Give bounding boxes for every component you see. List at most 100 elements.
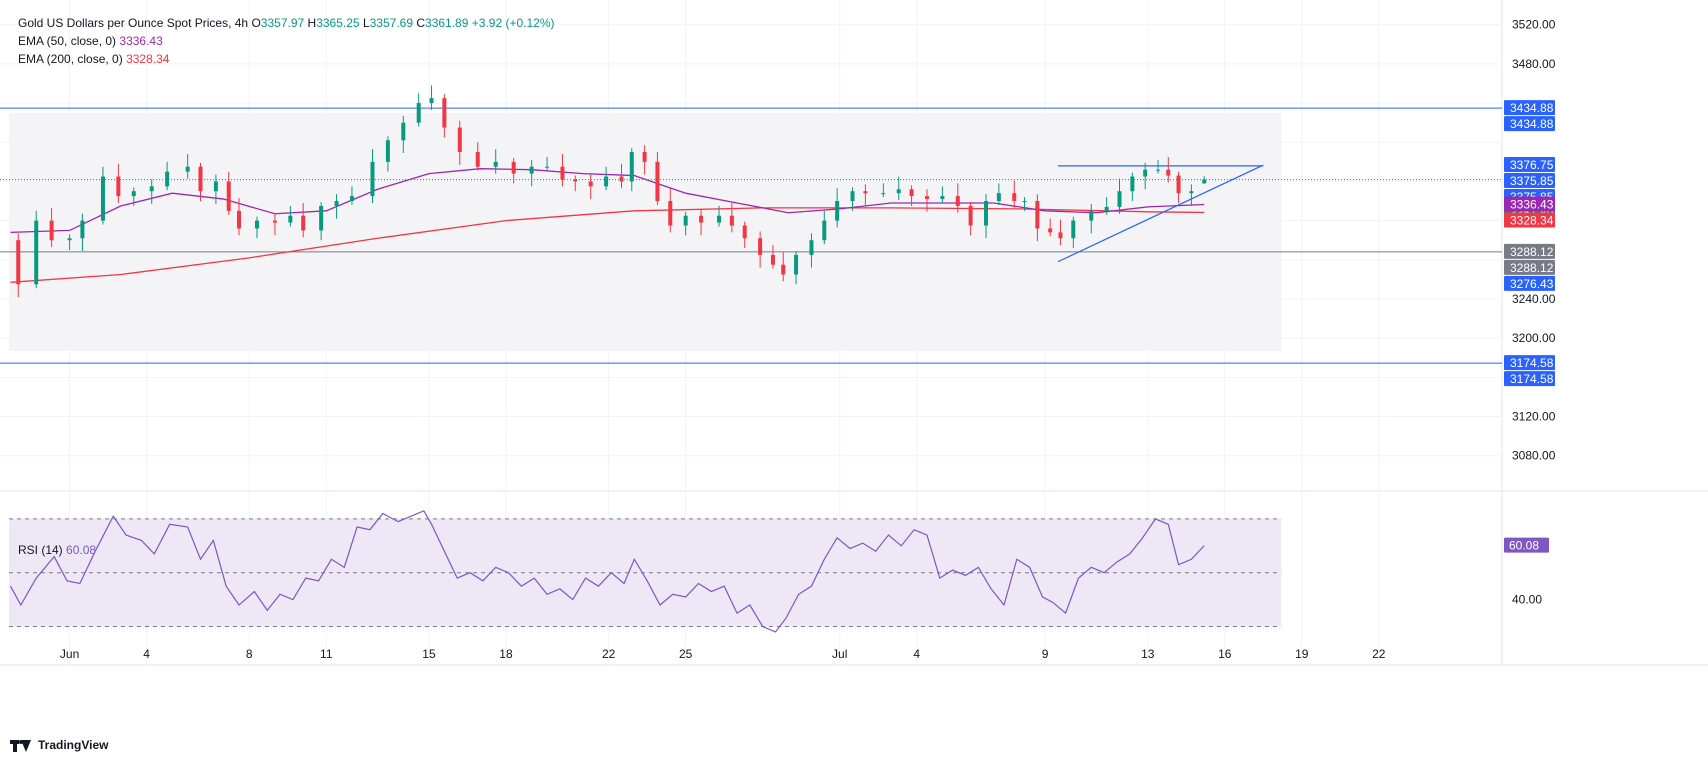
legend-title: Gold US Dollars per Ounce Spot Prices, 4… bbox=[18, 16, 249, 30]
candle-body bbox=[955, 196, 960, 206]
range-box bbox=[9, 112, 1282, 351]
price-label-box bbox=[1504, 371, 1555, 387]
time-axis-tick-label: 13 bbox=[1141, 647, 1155, 661]
candle-body bbox=[642, 152, 647, 162]
price-label-text: 3288.12 bbox=[1510, 245, 1554, 259]
candle-body bbox=[301, 215, 306, 231]
price-label-text: 3336.43 bbox=[1510, 198, 1554, 212]
ascending-trendline bbox=[1057, 164, 1264, 263]
candle-body bbox=[475, 152, 480, 167]
candle-body bbox=[850, 191, 855, 202]
legend-close: 3361.89 bbox=[425, 16, 469, 30]
candle-body bbox=[131, 191, 136, 197]
price-label-text: 3288.12 bbox=[1510, 261, 1554, 275]
candle-body bbox=[416, 103, 421, 123]
candle-body bbox=[1058, 232, 1063, 239]
price-axis-tick-label: 3080.00 bbox=[1512, 449, 1556, 463]
candle-body bbox=[996, 193, 1001, 202]
candle-body bbox=[457, 127, 462, 153]
candle-body bbox=[619, 176, 624, 182]
candle-body bbox=[924, 196, 929, 200]
candle-body bbox=[881, 193, 886, 195]
ema50-legend-label: EMA (50, close, 0) bbox=[18, 34, 117, 48]
time-axis-tick-label: 16 bbox=[1218, 647, 1232, 661]
time-axis-tick-label: 9 bbox=[1042, 647, 1049, 661]
candle-body bbox=[863, 191, 868, 194]
candle-body bbox=[770, 254, 775, 265]
candle-body bbox=[349, 196, 354, 202]
candle-body bbox=[629, 152, 634, 182]
candle-body bbox=[319, 205, 324, 231]
candle-body bbox=[198, 166, 203, 192]
time-axis-tick-label: 22 bbox=[602, 647, 616, 661]
time-axis-tick-label: 22 bbox=[1372, 647, 1386, 661]
rsi-line bbox=[10, 510, 1205, 633]
ema50-legend[interactable]: EMA (50, close, 0) 3336.43 bbox=[18, 34, 163, 48]
candle-body bbox=[655, 161, 660, 202]
candle-body bbox=[49, 220, 54, 241]
price-axis-tick-label: 3240.00 bbox=[1512, 292, 1556, 306]
candle-body bbox=[185, 166, 190, 172]
price-label-box bbox=[1504, 100, 1555, 116]
time-axis-tick-label: 19 bbox=[1295, 647, 1309, 661]
candle-body bbox=[968, 205, 973, 226]
price-label-text: 3174.58 bbox=[1510, 372, 1554, 386]
price-axis-tick-label: 3200.00 bbox=[1512, 331, 1556, 345]
candle-body bbox=[1156, 169, 1161, 171]
candle-body bbox=[1022, 201, 1027, 203]
candle-body bbox=[237, 210, 242, 229]
candle-body bbox=[213, 181, 218, 192]
price-label-box bbox=[1504, 212, 1555, 228]
candle-body bbox=[668, 201, 673, 226]
candle-body bbox=[442, 98, 447, 128]
time-axis-tick-label: Jun bbox=[60, 647, 79, 661]
price-label-box bbox=[1504, 157, 1555, 173]
legend-high-label: H bbox=[307, 16, 317, 30]
legend-low-label: L bbox=[362, 16, 370, 30]
price-label-box bbox=[1504, 275, 1555, 291]
legend-low: 3357.69 bbox=[369, 16, 414, 30]
time-axis-tick-label: 18 bbox=[499, 647, 513, 661]
candle-body bbox=[1202, 179, 1207, 184]
price-axis-tick-label: 3520.00 bbox=[1512, 18, 1556, 32]
candle-body bbox=[699, 215, 704, 223]
chart-legend-main: Gold US Dollars per Ounce Spot Prices, 4… bbox=[18, 16, 555, 30]
candle-body bbox=[272, 220, 277, 223]
candle-body bbox=[1104, 206, 1109, 211]
price-label-text: 3434.88 bbox=[1510, 117, 1554, 131]
candle-body bbox=[288, 215, 293, 223]
legend-open: 3357.97 bbox=[260, 16, 305, 30]
price-label-box bbox=[1504, 243, 1555, 259]
rsi-legend-label: RSI (14) bbox=[18, 543, 63, 557]
candle-body bbox=[401, 122, 406, 141]
candle-body bbox=[511, 161, 516, 174]
price-label-box bbox=[1504, 355, 1555, 371]
candle-body bbox=[822, 220, 827, 241]
price-label-text: 3174.58 bbox=[1510, 356, 1554, 370]
candle-body bbox=[1166, 169, 1171, 176]
rsi-axis-tick-label: 40.00 bbox=[1512, 593, 1542, 607]
candle-body bbox=[683, 215, 688, 226]
tradingview-logo-icon bbox=[10, 738, 32, 752]
candle-body bbox=[896, 189, 901, 194]
candle-body bbox=[80, 220, 85, 239]
rsi-value-label-text: 60.08 bbox=[1509, 539, 1539, 553]
rsi-legend[interactable]: RSI (14) 60.08 bbox=[18, 543, 96, 557]
candle-body bbox=[560, 166, 565, 180]
legend-change: +3.92 (+0.12%) bbox=[471, 16, 555, 30]
rsi-value-label-box bbox=[1504, 537, 1549, 553]
candle-body bbox=[1117, 191, 1122, 207]
candle-body bbox=[1012, 193, 1017, 202]
tradingview-logo[interactable]: TradingView bbox=[10, 738, 108, 752]
candle-body bbox=[254, 220, 259, 229]
price-label-box bbox=[1504, 116, 1555, 132]
ema200-legend-label: EMA (200, close, 0) bbox=[18, 52, 123, 66]
time-axis-tick-label: 25 bbox=[679, 647, 693, 661]
candle-body bbox=[742, 225, 747, 239]
price-label-text: 3328.34 bbox=[1510, 214, 1554, 228]
price-label-box bbox=[1504, 196, 1555, 212]
candle-body bbox=[1189, 191, 1194, 194]
ema200-legend[interactable]: EMA (200, close, 0) 3328.34 bbox=[18, 52, 169, 66]
candle-body bbox=[67, 238, 72, 241]
